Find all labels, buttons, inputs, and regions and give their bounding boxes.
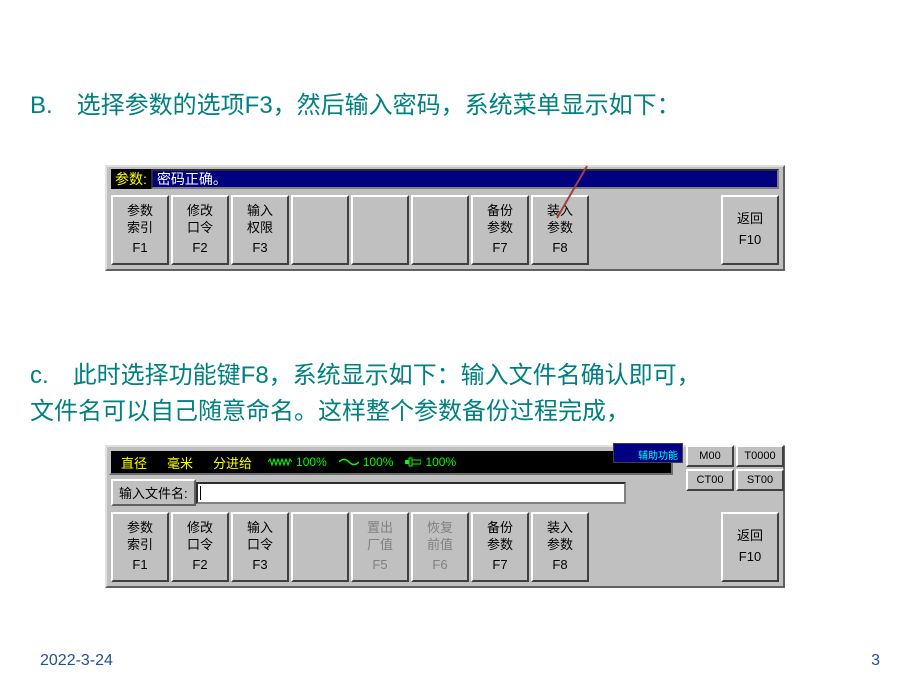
fkey-label: 输入 权限: [247, 203, 273, 237]
status-diameter: 直径: [111, 453, 157, 472]
fkey-number: F6: [432, 557, 447, 574]
function-key-row-2: 参数 索引 F1 修改 口令 F2 输入 口令 F3 置出 厂值 F5 恢复 前值 F6 备份 参数…: [107, 508, 783, 586]
section-c-text-line1: c. 此时选择功能键F8，系统显示如下：输入文件名确认即可，: [30, 358, 701, 394]
filename-label: 输入文件名:: [111, 479, 196, 506]
status-feed: 分进给: [203, 453, 262, 472]
fkey-empty-8: [591, 512, 719, 582]
toolbar-hint: 辅助功能: [613, 443, 683, 463]
fkey-f5: 置出 厂值 F5: [351, 512, 409, 582]
top-status-bar: 直径 毫米 分进给 100% 100% 100%: [109, 449, 673, 475]
m-code: M00: [686, 445, 734, 467]
function-key-row: 参数 索引 F1 修改 口令 F2 输入 权限 F3 备份 参数 F7 装入 参数 F8 返回 F1…: [107, 191, 783, 269]
fkey-number: F10: [739, 232, 761, 249]
fkey-number: F8: [552, 240, 567, 257]
fkey-empty-5: [411, 195, 469, 265]
section-b-text: B. 选择参数的选项F3，然后输入密码，系统菜单显示如下：: [30, 88, 681, 124]
fkey-f7[interactable]: 备份 参数 F7: [471, 512, 529, 582]
status-message: 密码正确。: [151, 169, 779, 189]
fkey-f1[interactable]: 参数 索引 F1: [111, 512, 169, 582]
pct3-value: 100%: [425, 455, 456, 469]
fkey-number: F7: [492, 557, 507, 574]
st-code: ST00: [736, 469, 784, 491]
fkey-label: 返回: [737, 211, 763, 228]
fkey-f7[interactable]: 备份 参数 F7: [471, 195, 529, 265]
spindle-override-icon: 100%: [399, 455, 462, 469]
fkey-label: 返回: [737, 528, 763, 545]
fkey-f6: 恢复 前值 F6: [411, 512, 469, 582]
fkey-number: F7: [492, 240, 507, 257]
fkey-f2[interactable]: 修改 口令 F2: [171, 512, 229, 582]
fkey-label: 修改 口令: [187, 203, 213, 237]
filename-input-row: 输入文件名:: [107, 477, 675, 508]
fkey-empty-3: [291, 512, 349, 582]
fkey-label: 置出 厂值: [367, 520, 393, 554]
fkey-label: 参数 索引: [127, 520, 153, 554]
fkey-f3[interactable]: 输入 权限 F3: [231, 195, 289, 265]
status-code-boxes: M00 T0000 CT00 ST00: [684, 443, 786, 493]
fkey-empty-8: [591, 195, 719, 265]
fkey-number: F1: [132, 240, 147, 257]
fkey-label: 备份 参数: [487, 203, 513, 237]
status-unit: 毫米: [157, 453, 203, 472]
pct2-value: 100%: [363, 455, 394, 469]
toolbar-hint-text: 辅助功能: [638, 447, 678, 462]
pct1-value: 100%: [296, 455, 327, 469]
fkey-number: F2: [192, 557, 207, 574]
menu-panel-1: 参数: 密码正确。 参数 索引 F1 修改 口令 F2 输入 权限 F3 备份 参数 F7 装入…: [105, 165, 785, 271]
fkey-f2[interactable]: 修改 口令 F2: [171, 195, 229, 265]
fkey-empty-3: [291, 195, 349, 265]
fkey-label: 装入 参数: [547, 520, 573, 554]
fkey-label: 参数 索引: [127, 203, 153, 237]
fkey-f8[interactable]: 装入 参数 F8: [531, 195, 589, 265]
text-cursor: [200, 486, 201, 500]
fkey-f1[interactable]: 参数 索引 F1: [111, 195, 169, 265]
ct-code: CT00: [686, 469, 734, 491]
fkey-f3[interactable]: 输入 口令 F3: [231, 512, 289, 582]
status-row: 参数: 密码正确。: [107, 167, 783, 191]
fkey-number: F3: [252, 240, 267, 257]
footer-date: 2022-3-24: [40, 652, 113, 670]
fkey-f10[interactable]: 返回 F10: [721, 195, 779, 265]
section-c-text-line2: 文件名可以自己随意命名。这样整个参数备份过程完成，: [30, 394, 630, 430]
center-dot: [399, 378, 403, 382]
feed-override-icon: 100%: [262, 455, 333, 469]
fkey-label: 输入 口令: [247, 520, 273, 554]
menu-panel-2: 辅助功能 M00 T0000 CT00 ST00 直径 毫米 分进给 100% …: [105, 445, 785, 588]
status-label: 参数:: [111, 169, 151, 189]
fkey-empty-4: [351, 195, 409, 265]
filename-input[interactable]: [196, 482, 626, 504]
fkey-label: 备份 参数: [487, 520, 513, 554]
fkey-label: 装入 参数: [547, 203, 573, 237]
fkey-f8[interactable]: 装入 参数 F8: [531, 512, 589, 582]
footer-page-number: 3: [871, 652, 880, 670]
fkey-number: F1: [132, 557, 147, 574]
fkey-number: F3: [252, 557, 267, 574]
fkey-label: 修改 口令: [187, 520, 213, 554]
rapid-override-icon: 100%: [333, 455, 400, 469]
fkey-number: F8: [552, 557, 567, 574]
fkey-number: F5: [372, 557, 387, 574]
fkey-number: F2: [192, 240, 207, 257]
t-code: T0000: [736, 445, 784, 467]
fkey-f10[interactable]: 返回 F10: [721, 512, 779, 582]
fkey-label: 恢复 前值: [427, 520, 453, 554]
fkey-number: F10: [739, 549, 761, 566]
